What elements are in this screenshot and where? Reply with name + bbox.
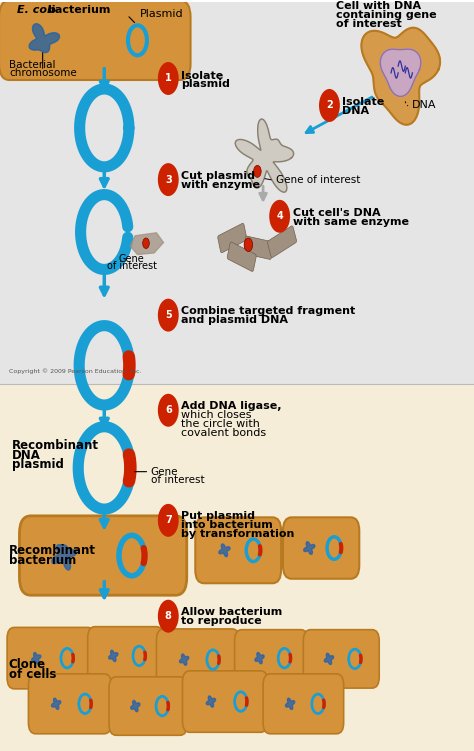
Text: Cell with DNA: Cell with DNA	[336, 1, 421, 11]
FancyBboxPatch shape	[182, 671, 268, 732]
Polygon shape	[109, 650, 118, 662]
Polygon shape	[180, 654, 189, 665]
Text: Bacterial: Bacterial	[9, 60, 56, 70]
Text: by transformation: by transformation	[181, 529, 294, 538]
FancyBboxPatch shape	[0, 1, 191, 80]
Polygon shape	[29, 24, 60, 53]
Text: chromosome: chromosome	[9, 68, 77, 77]
FancyBboxPatch shape	[28, 674, 111, 734]
FancyBboxPatch shape	[7, 627, 95, 689]
Text: into bacterium: into bacterium	[181, 520, 273, 530]
Text: Recombinant: Recombinant	[12, 439, 99, 452]
Text: plasmid: plasmid	[181, 80, 230, 89]
Text: Isolate: Isolate	[181, 71, 223, 80]
Text: 2: 2	[326, 101, 333, 110]
Circle shape	[158, 394, 179, 427]
FancyBboxPatch shape	[109, 677, 187, 735]
Polygon shape	[219, 544, 230, 556]
FancyBboxPatch shape	[303, 629, 379, 688]
Text: Cut cell's DNA: Cut cell's DNA	[293, 207, 381, 218]
Text: Allow bacterium: Allow bacterium	[181, 607, 283, 617]
Text: bacterium: bacterium	[9, 553, 76, 566]
FancyBboxPatch shape	[283, 517, 359, 579]
Text: 8: 8	[165, 611, 172, 621]
Text: with same enzyme: with same enzyme	[293, 216, 409, 227]
Text: Plasmid: Plasmid	[140, 9, 183, 19]
Circle shape	[158, 62, 179, 95]
Text: bacterium: bacterium	[47, 5, 111, 14]
Polygon shape	[235, 119, 293, 192]
Polygon shape	[206, 696, 216, 707]
Polygon shape	[361, 28, 440, 125]
Text: E. coli: E. coli	[17, 5, 55, 14]
Text: 5: 5	[165, 310, 172, 320]
Polygon shape	[130, 233, 164, 255]
Text: 4: 4	[276, 211, 283, 222]
Text: Put plasmid: Put plasmid	[181, 511, 255, 521]
FancyBboxPatch shape	[218, 223, 247, 253]
FancyBboxPatch shape	[0, 384, 474, 751]
Text: covalent bonds: covalent bonds	[181, 429, 266, 439]
FancyBboxPatch shape	[0, 2, 474, 384]
Text: Gene of interest: Gene of interest	[276, 175, 360, 185]
FancyBboxPatch shape	[267, 226, 297, 258]
Polygon shape	[32, 653, 41, 664]
Text: Combine targeted fragment: Combine targeted fragment	[181, 306, 356, 315]
Text: Copyright © 2009 Pearson Education, Inc.: Copyright © 2009 Pearson Education, Inc.	[9, 369, 141, 374]
Circle shape	[158, 163, 179, 196]
FancyBboxPatch shape	[263, 674, 344, 734]
Text: Isolate: Isolate	[342, 98, 384, 107]
Text: the circle with: the circle with	[181, 420, 260, 430]
Text: of interest: of interest	[151, 475, 204, 485]
Text: of interest: of interest	[336, 19, 401, 29]
Text: of interest: of interest	[107, 261, 157, 271]
Text: Clone: Clone	[9, 659, 46, 671]
Text: plasmid: plasmid	[12, 458, 64, 472]
Text: 7: 7	[165, 515, 172, 526]
Polygon shape	[52, 544, 76, 570]
Text: DNA: DNA	[411, 101, 436, 110]
FancyBboxPatch shape	[19, 516, 187, 596]
FancyBboxPatch shape	[227, 242, 256, 271]
Polygon shape	[52, 698, 61, 710]
Text: 6: 6	[165, 406, 172, 415]
Polygon shape	[304, 541, 315, 554]
Text: DNA: DNA	[342, 107, 369, 116]
Polygon shape	[324, 653, 334, 665]
Text: Add DNA ligase,: Add DNA ligase,	[181, 401, 282, 411]
Polygon shape	[380, 49, 421, 96]
Text: DNA: DNA	[12, 448, 41, 462]
Text: Gene: Gene	[119, 254, 145, 264]
Circle shape	[158, 504, 179, 537]
Circle shape	[143, 238, 149, 249]
Text: Recombinant: Recombinant	[9, 544, 96, 556]
Text: Cut plasmid: Cut plasmid	[181, 170, 255, 181]
Text: 1: 1	[165, 74, 172, 83]
FancyBboxPatch shape	[88, 626, 164, 685]
FancyBboxPatch shape	[244, 236, 273, 259]
Text: with enzyme: with enzyme	[181, 179, 260, 190]
FancyBboxPatch shape	[235, 629, 308, 686]
Polygon shape	[255, 653, 264, 664]
Circle shape	[319, 89, 340, 122]
Text: which closes: which closes	[181, 411, 252, 421]
FancyBboxPatch shape	[195, 517, 281, 584]
Text: of cells: of cells	[9, 668, 56, 681]
Polygon shape	[285, 698, 295, 710]
FancyBboxPatch shape	[156, 629, 239, 690]
Circle shape	[254, 165, 261, 177]
Polygon shape	[131, 701, 140, 712]
Circle shape	[244, 238, 253, 252]
Text: containing gene: containing gene	[336, 10, 436, 20]
Circle shape	[158, 600, 179, 632]
Circle shape	[269, 200, 290, 233]
Text: to reproduce: to reproduce	[181, 617, 262, 626]
Text: Gene: Gene	[151, 466, 178, 477]
Text: and plasmid DNA: and plasmid DNA	[181, 315, 288, 325]
Text: 3: 3	[165, 174, 172, 185]
Circle shape	[158, 299, 179, 332]
